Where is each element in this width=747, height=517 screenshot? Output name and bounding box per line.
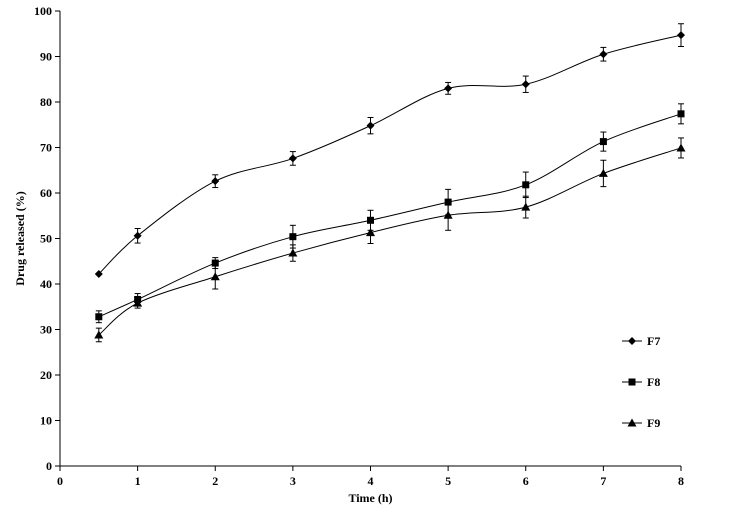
- legend-label-f8: F8: [647, 375, 660, 389]
- legend-item-f7: F7: [622, 334, 660, 348]
- axes: 0 10 20 30 40 50 60 70 80 90 100 0 1 2 3 4 5 6 7 8: [34, 4, 684, 488]
- y-axis-title: Drug released (%): [13, 191, 27, 285]
- y-tick-label: 10: [40, 414, 52, 428]
- legend-marker-f8: [628, 378, 636, 386]
- legend-marker-f9: [627, 418, 637, 427]
- x-tick-label: 1: [135, 474, 141, 488]
- legend-item-f9: F9: [622, 416, 660, 430]
- data-point-f8: [289, 233, 297, 241]
- y-tick-label: 70: [40, 141, 52, 155]
- data-point-f7: [133, 231, 142, 240]
- y-tick-label: 80: [40, 95, 52, 109]
- x-tick-label: 3: [290, 474, 296, 488]
- data-point-f9: [288, 248, 298, 257]
- data-point-f7: [366, 121, 375, 130]
- legend-label-f7: F7: [647, 334, 660, 348]
- series-layer: [94, 23, 686, 343]
- x-tick-label: 0: [57, 474, 63, 488]
- series-f9: [94, 137, 686, 343]
- x-tick-label: 8: [678, 474, 684, 488]
- series-f7: [94, 23, 685, 278]
- y-tick-label: 50: [40, 232, 52, 246]
- y-tick-label: 0: [46, 459, 52, 473]
- legend: F7 F8 F9: [622, 334, 660, 430]
- legend-label-f9: F9: [647, 416, 660, 430]
- legend-item-f8: F8: [622, 375, 660, 389]
- legend-marker-f7: [628, 337, 636, 345]
- data-point-f9: [521, 202, 531, 211]
- data-point-f9: [366, 228, 375, 237]
- y-tick-label: 20: [40, 368, 52, 382]
- data-point-f8: [367, 216, 374, 224]
- y-tick-label: 30: [40, 323, 52, 337]
- series-line-f7: [98, 34, 682, 275]
- x-tick-label: 4: [368, 474, 374, 488]
- series-line-f9: [98, 147, 682, 336]
- data-point-f9: [676, 143, 686, 152]
- y-tick-label: 90: [40, 50, 52, 64]
- data-point-f8: [522, 181, 530, 189]
- data-point-f9: [443, 210, 453, 219]
- data-point-f7: [444, 84, 453, 93]
- data-point-f8: [677, 110, 685, 118]
- data-point-f7: [288, 154, 297, 163]
- data-point-f7: [94, 269, 103, 278]
- data-point-f7: [521, 80, 530, 89]
- y-tick-label: 40: [40, 277, 52, 291]
- x-tick-label: 2: [212, 474, 218, 488]
- data-point-f8: [95, 313, 103, 321]
- x-tick-label: 5: [445, 474, 451, 488]
- x-tick-label: 7: [600, 474, 606, 488]
- data-point-f7: [677, 31, 685, 40]
- data-point-f9: [94, 330, 104, 339]
- x-axis-title: Time (h): [348, 491, 392, 505]
- x-tick-label: 6: [523, 474, 529, 488]
- data-point-f7: [211, 177, 220, 186]
- data-point-f9: [210, 272, 220, 281]
- data-point-f7: [599, 50, 608, 59]
- y-tick-label: 100: [34, 4, 52, 18]
- y-tick-label: 60: [40, 186, 52, 200]
- series-f8: [95, 103, 685, 324]
- data-point-f9: [133, 298, 143, 307]
- data-point-f9: [598, 168, 608, 177]
- data-point-f8: [599, 138, 607, 146]
- data-point-f8: [211, 259, 219, 267]
- series-line-f8: [98, 113, 682, 318]
